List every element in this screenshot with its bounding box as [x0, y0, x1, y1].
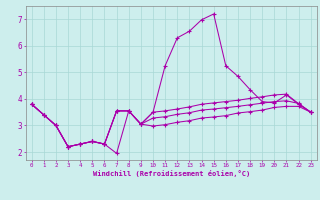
X-axis label: Windchill (Refroidissement éolien,°C): Windchill (Refroidissement éolien,°C)	[92, 170, 250, 177]
